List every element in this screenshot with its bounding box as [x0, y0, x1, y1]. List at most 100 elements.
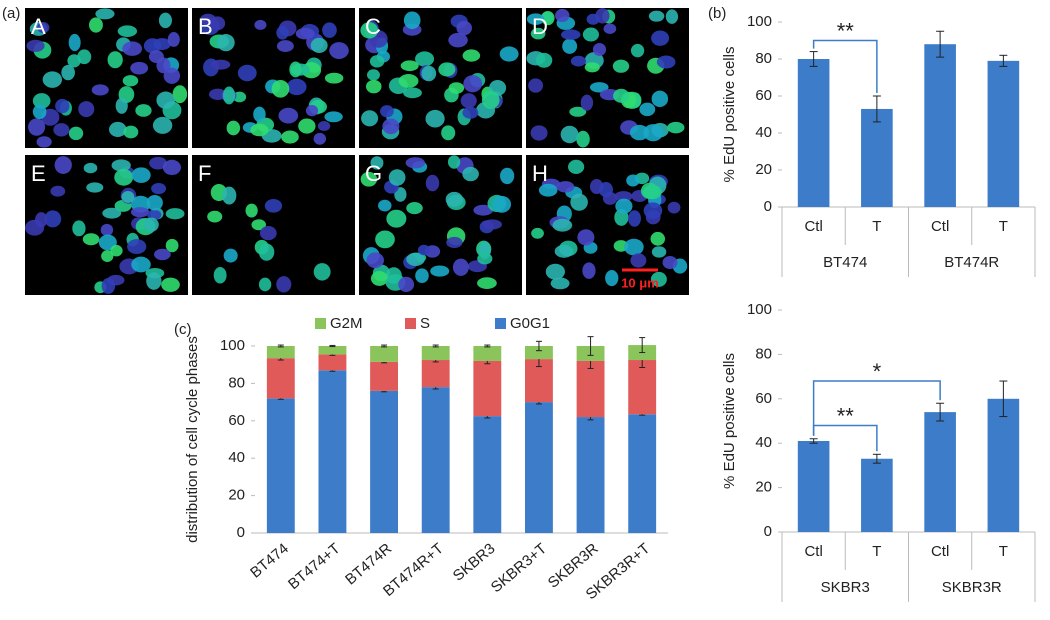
cell	[305, 104, 319, 117]
cell	[122, 75, 139, 87]
cell	[153, 38, 171, 51]
cell	[44, 210, 62, 228]
cell	[313, 263, 331, 281]
cell	[210, 16, 226, 31]
cell	[95, 8, 115, 20]
cell	[656, 55, 676, 69]
cell	[111, 159, 131, 172]
cell	[438, 62, 456, 77]
cell	[167, 32, 180, 47]
image-label: H	[532, 161, 548, 186]
cell	[110, 244, 123, 257]
cell	[172, 85, 188, 104]
image-label: A	[31, 14, 46, 39]
cell	[650, 231, 666, 246]
cell	[324, 72, 344, 84]
cell	[603, 23, 617, 34]
cell	[77, 49, 92, 65]
cell	[123, 125, 139, 139]
x-tick-label: Ctl	[804, 218, 822, 235]
cell	[640, 182, 659, 200]
cell	[445, 191, 463, 207]
cell	[237, 64, 257, 82]
cell	[612, 59, 630, 73]
cell	[577, 229, 595, 246]
cell	[54, 156, 72, 174]
y-tick-label: 0	[764, 523, 772, 540]
cell	[55, 98, 70, 114]
cell	[452, 258, 469, 276]
cell	[165, 238, 179, 253]
bar-segment	[473, 416, 502, 533]
bar-segment	[370, 390, 399, 533]
y-tick-label: 20	[228, 487, 245, 504]
panel-label: (a)	[2, 5, 20, 22]
bar-segment	[318, 346, 347, 355]
cell	[32, 93, 51, 109]
cell	[592, 42, 607, 57]
cell	[400, 60, 419, 72]
cell	[446, 236, 463, 249]
cell	[598, 181, 613, 198]
cell	[109, 121, 127, 138]
cell	[366, 69, 380, 81]
cell	[289, 61, 302, 78]
bar-segment	[318, 370, 347, 533]
cell	[481, 91, 500, 109]
group-label: SKBR3	[821, 579, 870, 596]
cell	[152, 116, 173, 134]
cell	[223, 248, 238, 263]
cell	[667, 201, 681, 214]
cell	[366, 252, 385, 269]
cell	[613, 88, 630, 103]
cell	[482, 219, 502, 230]
x-tick-label: T	[999, 543, 1008, 560]
cell	[403, 87, 422, 99]
bar-segment	[628, 360, 657, 415]
cell	[146, 272, 162, 290]
cell	[425, 109, 445, 128]
cell	[50, 185, 66, 197]
bar-segment	[524, 402, 553, 533]
cell	[78, 101, 95, 118]
cell	[651, 90, 669, 108]
cell	[562, 38, 578, 54]
cell	[115, 97, 128, 114]
cell	[317, 121, 331, 132]
cell	[107, 51, 123, 69]
bar	[987, 60, 1020, 207]
x-tick-label: T	[999, 218, 1008, 235]
cell	[158, 12, 172, 29]
cell	[365, 79, 382, 94]
bar-segment	[473, 346, 502, 361]
cell	[151, 182, 167, 195]
cell	[207, 210, 223, 223]
cell	[463, 75, 483, 93]
legend-label: G2M	[330, 315, 363, 332]
cell	[26, 39, 45, 52]
cell	[500, 167, 515, 185]
legend-swatch	[495, 318, 506, 329]
cell	[313, 132, 327, 145]
cell	[630, 253, 647, 268]
x-tick-label: BT474+T	[285, 540, 344, 593]
significance-bracket	[812, 39, 878, 93]
cell	[154, 248, 171, 261]
cell	[448, 82, 465, 94]
cell	[259, 225, 277, 241]
panel-label: (b)	[708, 5, 726, 22]
cell	[626, 174, 640, 187]
bar-segment	[576, 417, 605, 533]
x-tick-label: Ctl	[804, 543, 822, 560]
group-label: BT474	[823, 254, 867, 271]
bar	[924, 44, 956, 208]
legend-label: G0G1	[510, 315, 550, 332]
cell	[535, 52, 553, 68]
cell	[570, 193, 588, 211]
x-tick-label: T	[872, 218, 881, 235]
cell	[628, 210, 641, 227]
cell	[462, 49, 481, 62]
bar	[924, 412, 956, 532]
cell	[398, 74, 419, 88]
cell	[492, 195, 512, 213]
